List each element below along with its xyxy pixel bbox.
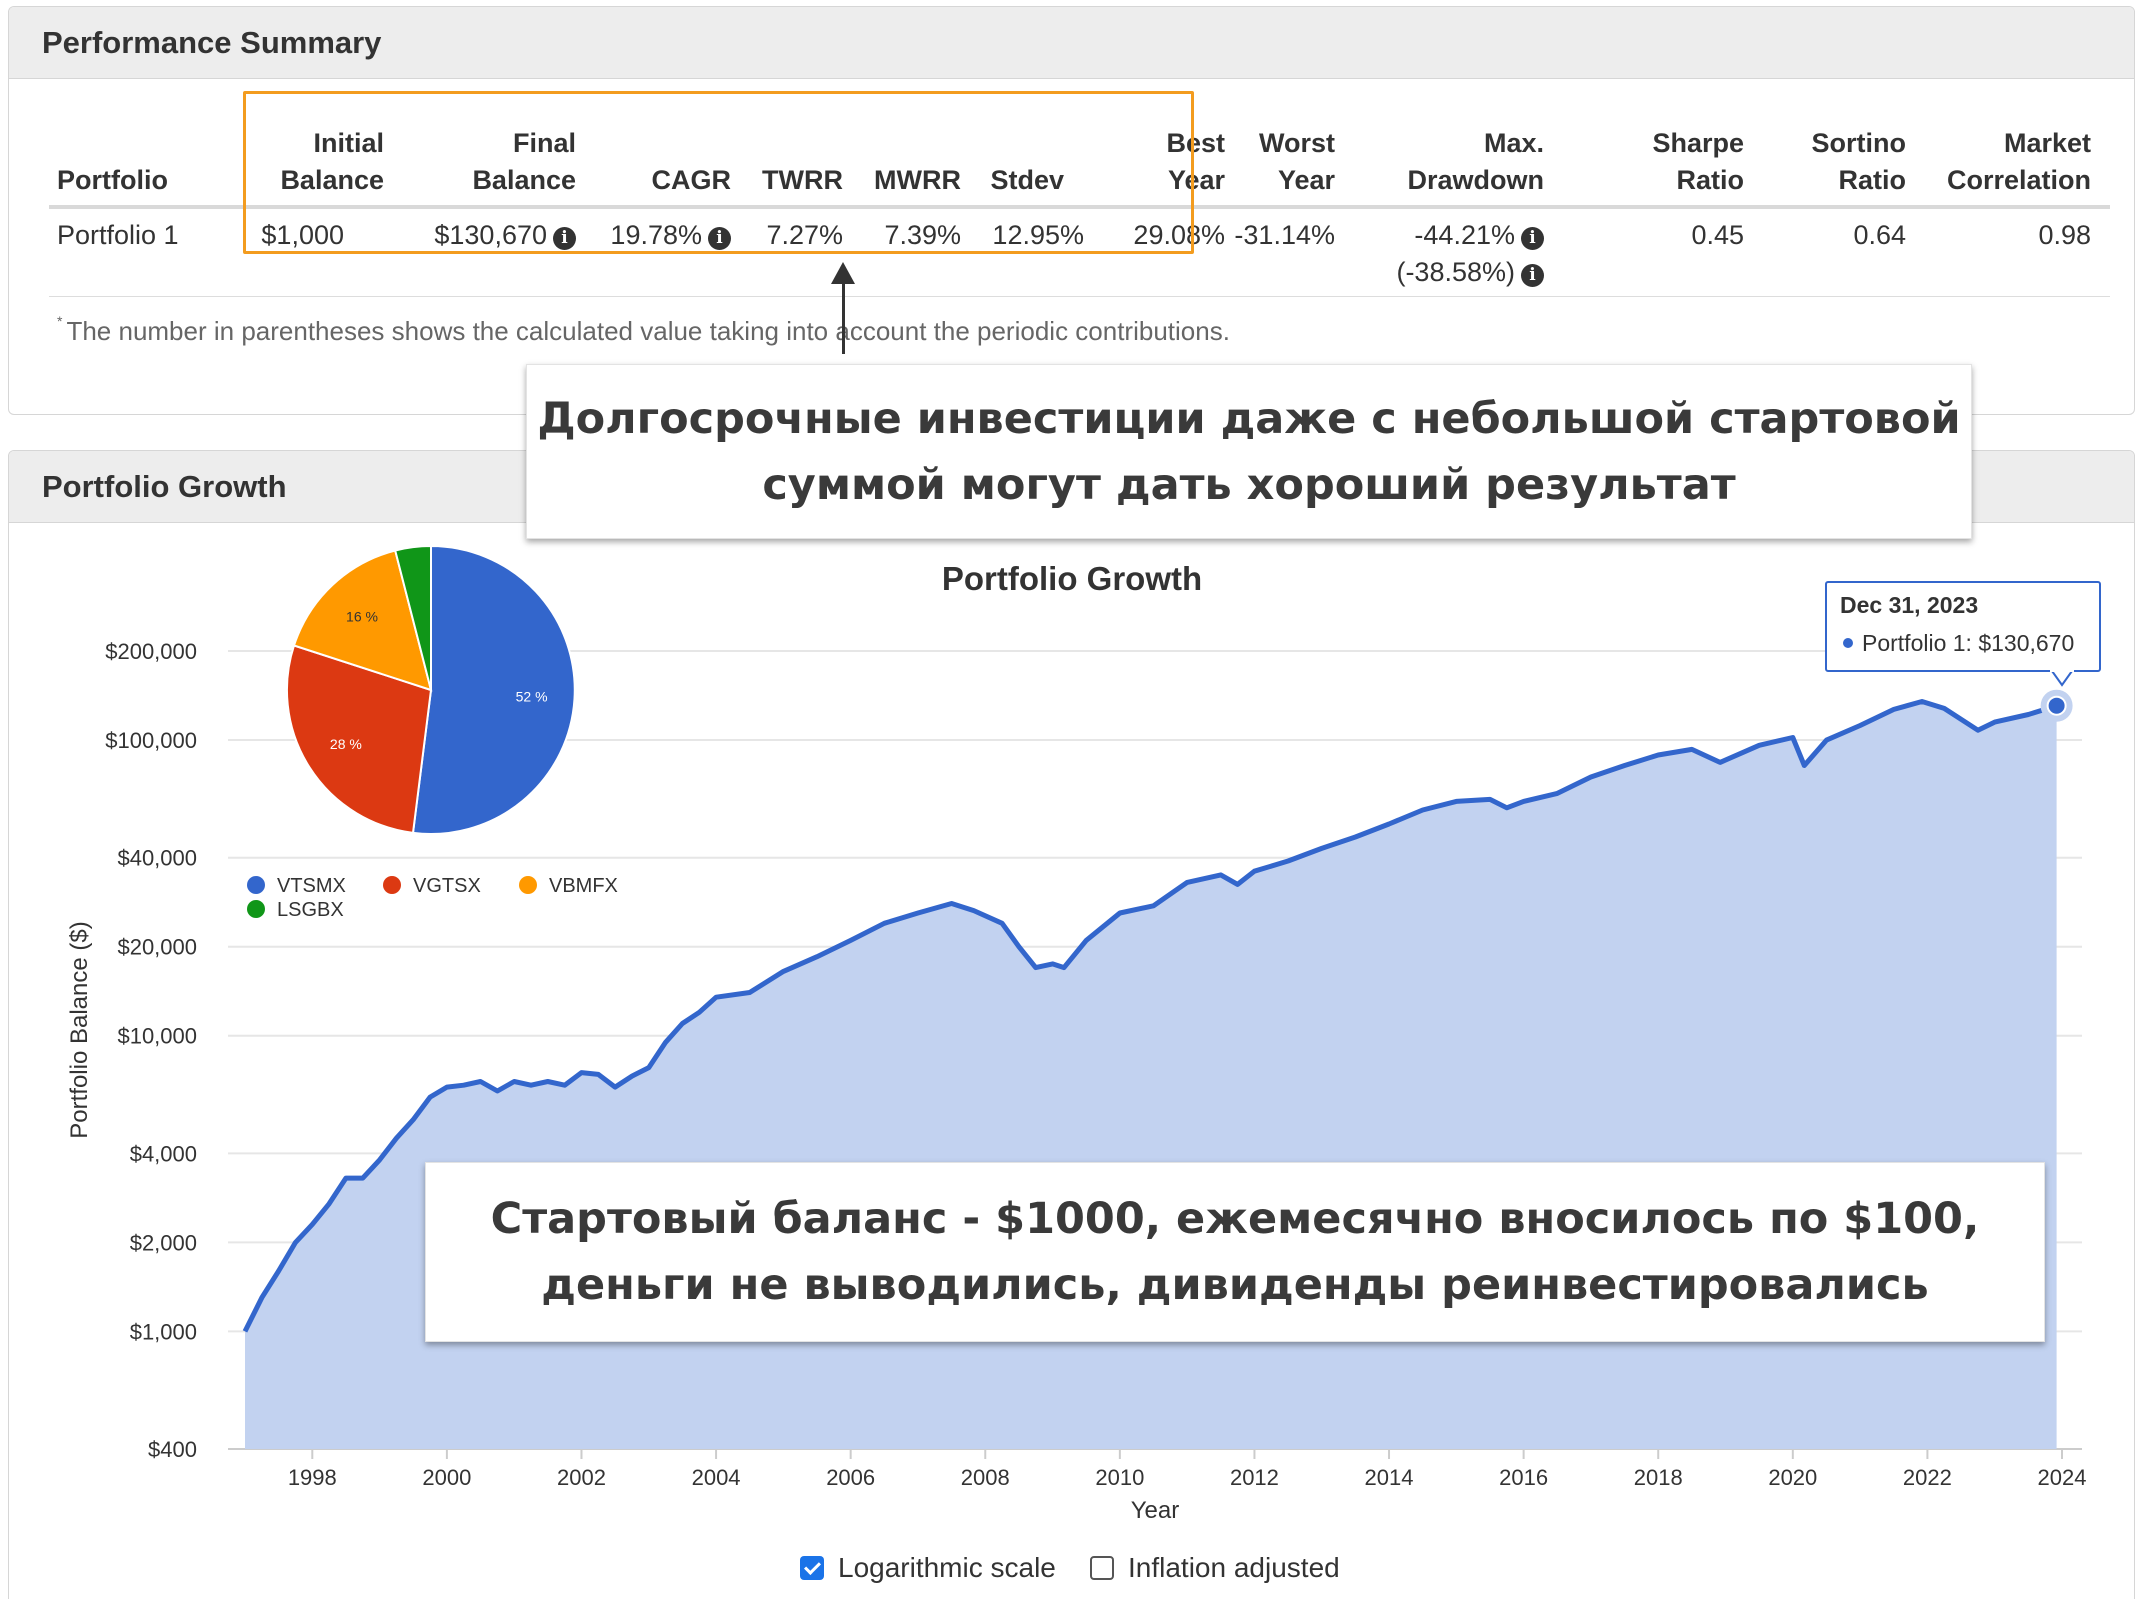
pie-slice	[393, 544, 432, 691]
x-tick-label: 2016	[1499, 1465, 1548, 1490]
col-initial-balance: Initial Balance	[280, 128, 384, 195]
tooltip-value: Portfolio 1: $130,670	[1862, 630, 2074, 656]
cell-mwrr: 7.39%	[884, 220, 961, 250]
y-tick-label: $2,000	[130, 1230, 197, 1255]
y-tick-label: $400	[148, 1437, 197, 1462]
legend-swatch	[383, 876, 401, 894]
x-tick-label: 2008	[961, 1465, 1010, 1490]
performance-summary-panel: Performance Summary Portfolio Initial Bal…	[8, 6, 2135, 415]
col-best-year: Best Year	[1166, 128, 1225, 195]
portfolio-growth-chart[interactable]: $400 $1,000 $2,000 $4,000 $10,000 $20,000 $40,…	[0, 530, 2143, 1540]
y-tick-label: $20,000	[117, 935, 197, 960]
checkbox-checked-icon[interactable]	[800, 1556, 824, 1580]
checkbox-unchecked-icon[interactable]	[1090, 1556, 1114, 1580]
col-max-drawdown: Max. Drawdown	[1407, 128, 1544, 195]
performance-summary-title: Performance Summary	[9, 7, 2134, 79]
y-tick-label: $100,000	[105, 728, 197, 753]
legend-label: LSGBX	[277, 899, 344, 921]
info-icon[interactable]: i	[1521, 264, 1544, 287]
last-point-marker	[2040, 689, 2073, 722]
pie-slice	[292, 549, 433, 692]
info-icon[interactable]: i	[1521, 227, 1544, 250]
cell-market-correlation: 0.98	[2038, 220, 2091, 250]
tooltip-date: Dec 31, 2023	[1840, 592, 1978, 618]
cell-sharpe-ratio: 0.45	[1691, 220, 1744, 250]
col-portfolio: Portfolio	[57, 165, 168, 195]
cell-cagr: 19.78% i	[589, 217, 731, 254]
pie-slice-label: 16 %	[346, 609, 378, 625]
pie-slice	[411, 544, 576, 835]
cell-initial-balance: $1,000	[261, 220, 344, 250]
cell-portfolio-name: Portfolio 1	[57, 220, 179, 250]
cell-stdev: 12.95%	[992, 220, 1084, 250]
cell-final-balance: $130,670 i	[379, 217, 576, 254]
x-tick-label: 2002	[557, 1465, 606, 1490]
x-tick-label: 2022	[1903, 1465, 1952, 1490]
col-final-balance: Final Balance	[472, 128, 576, 195]
tooltip: Dec 31, 2023 Portfolio 1: $130,670	[1825, 581, 2101, 687]
row-divider	[49, 296, 2110, 297]
y-tick-label: $10,000	[117, 1024, 197, 1049]
cell-sortino-ratio: 0.64	[1853, 220, 1906, 250]
col-market-correlation: Market Correlation	[1946, 128, 2091, 195]
cell-twrr: 7.27%	[766, 220, 843, 250]
col-worst-year: Worst Year	[1258, 128, 1335, 195]
cell-max-drawdown: -44.21% i (-38.58%) i	[1349, 217, 1544, 291]
allocation-pie-chart: 52 % 28 % 16 %	[285, 544, 576, 835]
pie-slice-label: 52 %	[516, 688, 548, 704]
col-cagr: CAGR	[651, 165, 732, 195]
arrow-pointer	[831, 262, 855, 354]
cell-best-year: 29.08%	[1133, 220, 1225, 250]
x-tick-label: 2018	[1634, 1465, 1683, 1490]
col-twrr: TWRR	[762, 165, 843, 195]
x-axis-label: Year	[1131, 1497, 1180, 1524]
legend-label: VGTSX	[413, 875, 481, 897]
inflation-adjusted-toggle[interactable]: Inflation adjusted	[1090, 1552, 1340, 1584]
annotation-callout-top: Долгосрочные инвестиции даже с небольшой…	[526, 364, 1972, 539]
annotation-callout-bottom: Стартовый баланс - $1000, ежемесячно вно…	[425, 1162, 2045, 1342]
info-icon[interactable]: i	[553, 227, 576, 250]
y-axis-ticks: $400 $1,000 $2,000 $4,000 $10,000 $20,000 $40,…	[105, 639, 197, 1462]
pie-slice	[285, 644, 433, 835]
marker-dot	[2046, 695, 2067, 716]
log-scale-label: Logarithmic scale	[838, 1552, 1056, 1583]
log-scale-toggle[interactable]: Logarithmic scale	[800, 1552, 1056, 1584]
x-axis-ticks: 1998 2000 2002 2004 2006 2008 2010 2012 2014 2016…	[288, 1449, 2087, 1490]
col-stdev: Stdev	[990, 165, 1064, 195]
x-tick-label: 2014	[1365, 1465, 1414, 1490]
col-sharpe-ratio: Sharpe Ratio	[1652, 128, 1744, 195]
legend-label: VTSMX	[277, 875, 346, 897]
pie-legend: VTSMX VGTSX VBMFX LSGBX	[247, 875, 618, 921]
pie-slice-label: 28 %	[330, 736, 362, 752]
col-sortino-ratio: Sortino Ratio	[1811, 128, 1907, 195]
x-tick-label: 2012	[1230, 1465, 1279, 1490]
x-tick-label: 2000	[422, 1465, 471, 1490]
legend-label: VBMFX	[549, 875, 618, 897]
y-tick-label: $4,000	[130, 1141, 197, 1166]
y-axis-label: Portfolio Balance ($)	[66, 921, 93, 1138]
legend-swatch	[519, 876, 537, 894]
x-tick-label: 2024	[2038, 1465, 2087, 1490]
x-tick-label: 2006	[826, 1465, 875, 1490]
y-tick-label: $1,000	[130, 1319, 197, 1344]
legend-swatch	[247, 876, 265, 894]
footnote: * The number in parentheses shows the cal…	[57, 313, 1230, 346]
chart-title: Portfolio Growth	[942, 560, 1202, 597]
y-tick-label: $40,000	[117, 846, 197, 871]
header-divider	[49, 205, 2110, 209]
col-mwrr: MWRR	[874, 165, 961, 195]
legend-swatch	[247, 900, 265, 918]
y-tick-label: $200,000	[105, 639, 197, 664]
x-tick-label: 2004	[692, 1465, 741, 1490]
x-tick-label: 2010	[1095, 1465, 1144, 1490]
cell-worst-year: -31.14%	[1234, 220, 1335, 250]
info-icon[interactable]: i	[708, 227, 731, 250]
x-tick-label: 2020	[1768, 1465, 1817, 1490]
inflation-adjusted-label: Inflation adjusted	[1128, 1552, 1340, 1583]
x-tick-label: 1998	[288, 1465, 337, 1490]
growth-line	[242, 699, 2058, 1333]
